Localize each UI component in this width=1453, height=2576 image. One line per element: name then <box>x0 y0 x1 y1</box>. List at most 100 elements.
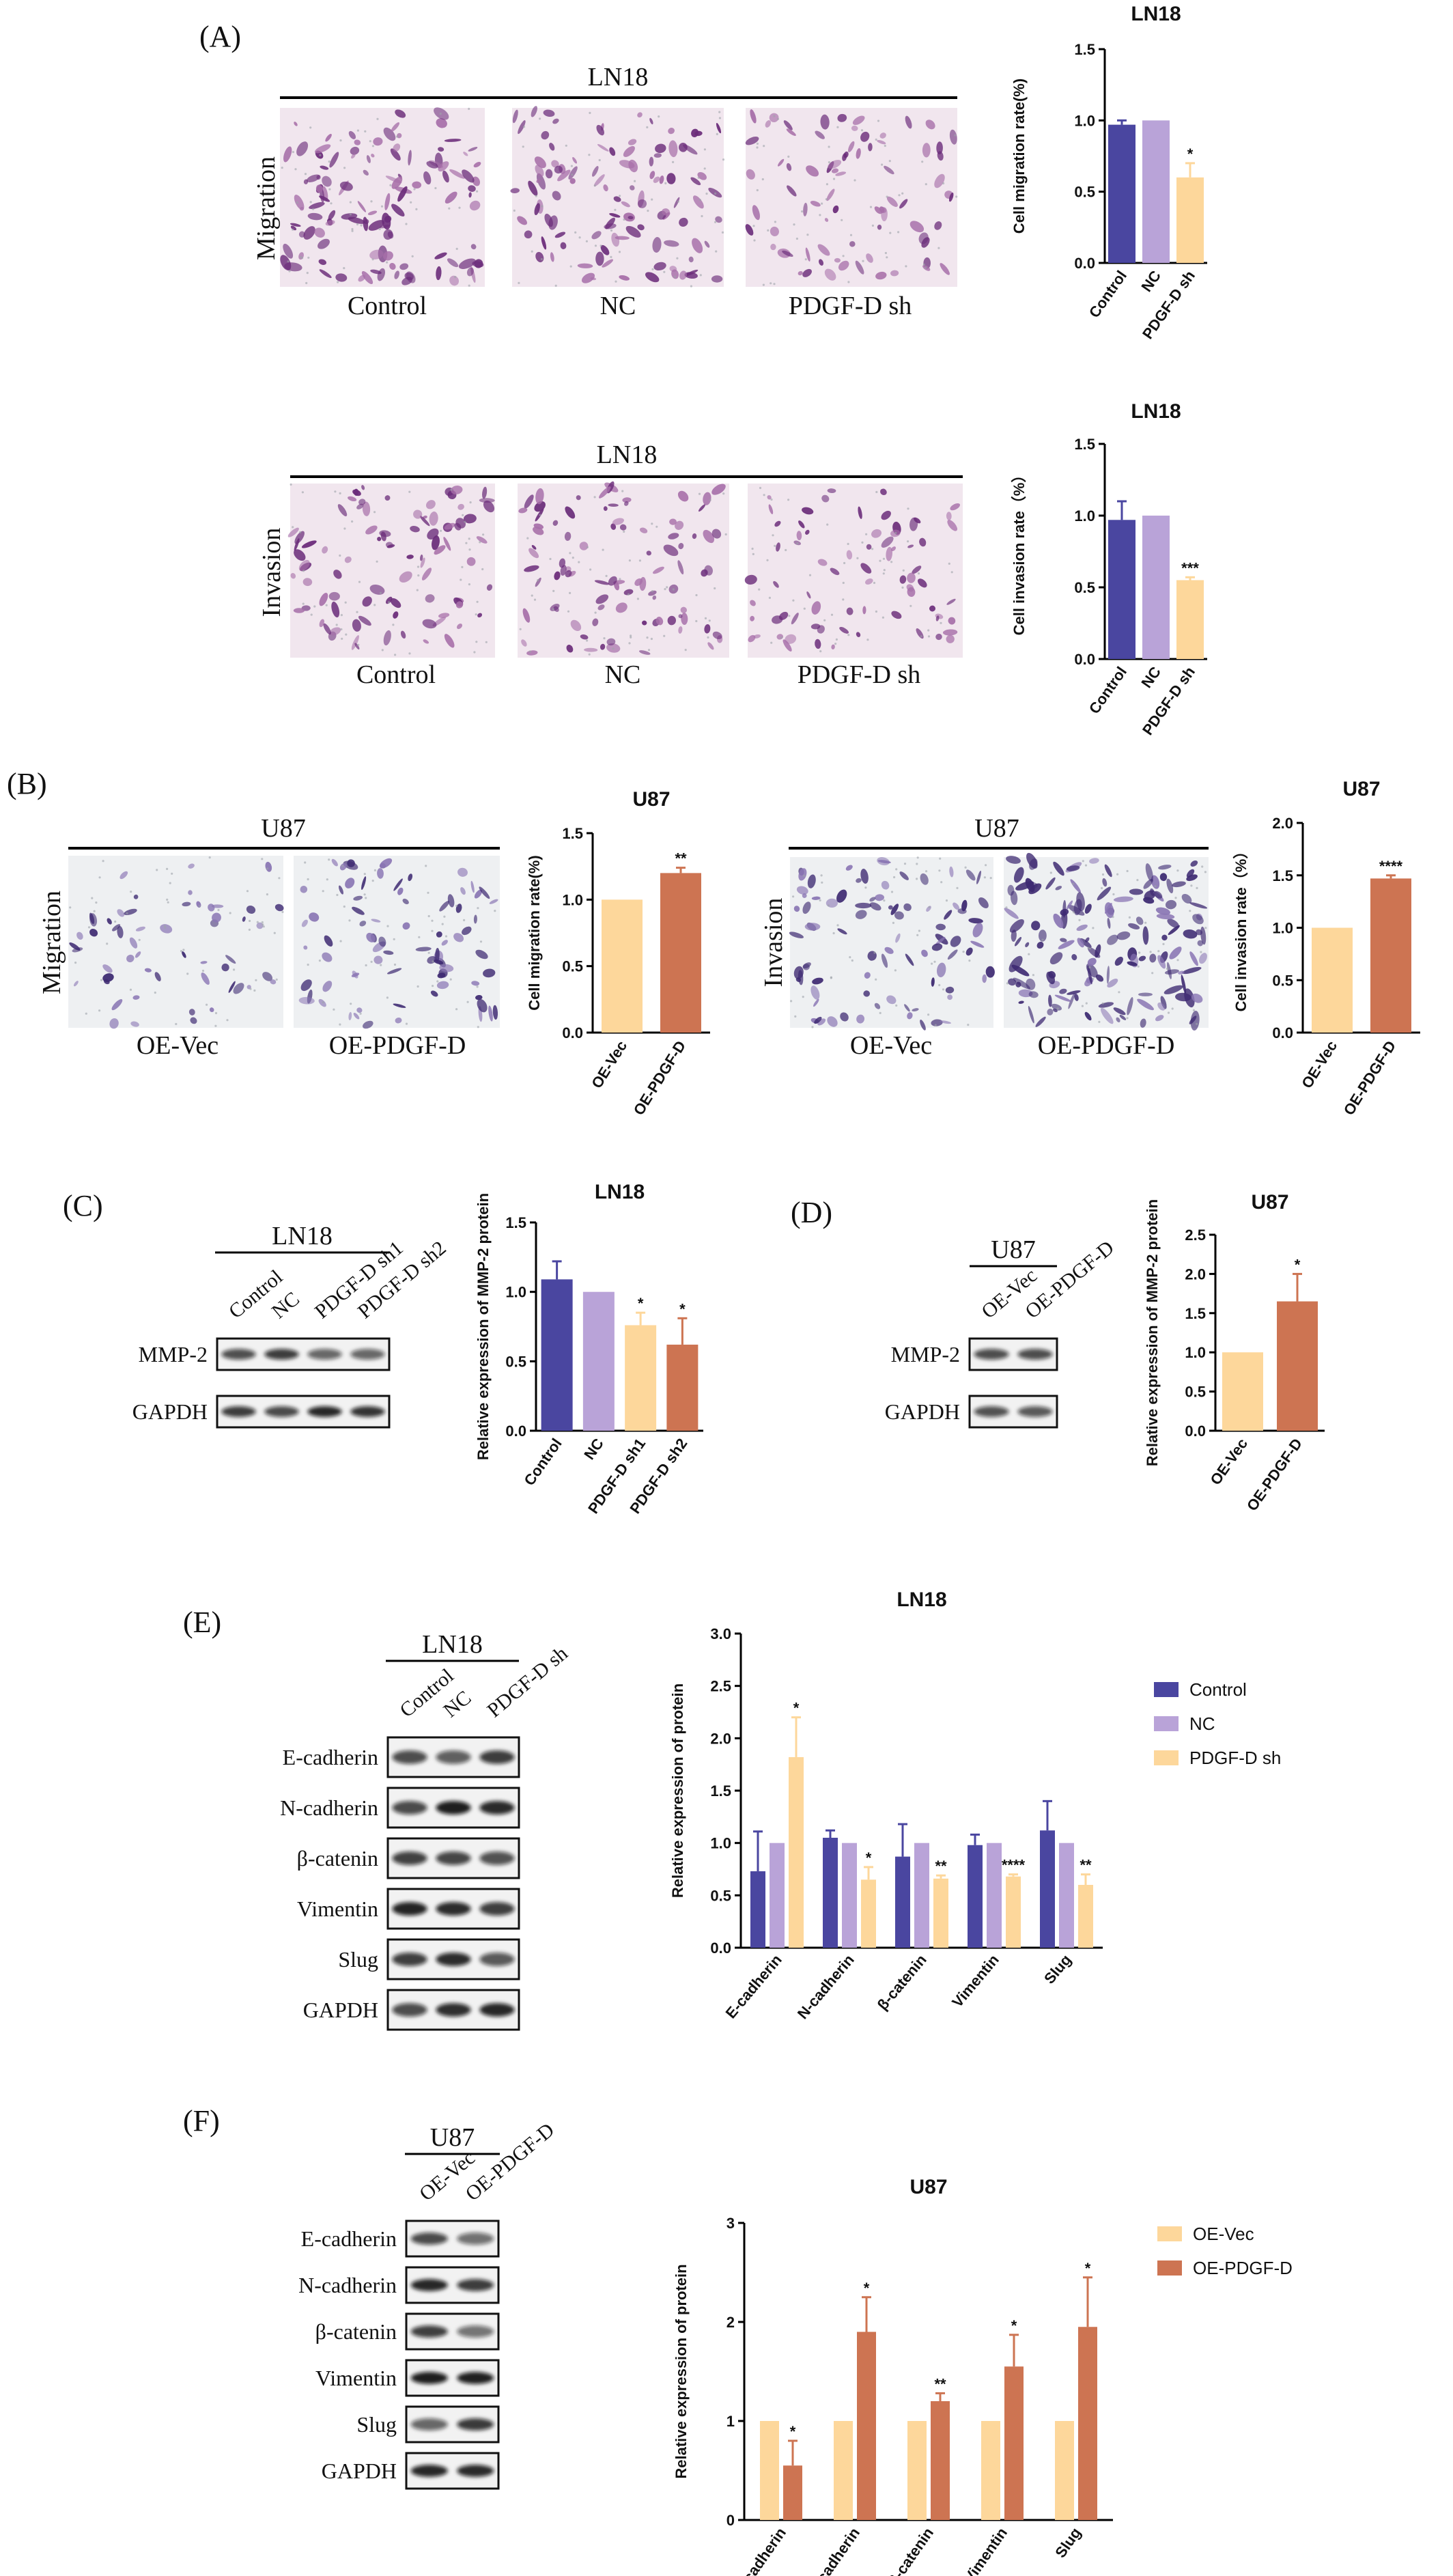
blot-bands <box>974 1349 1053 1360</box>
legend-label: OE-Vec <box>1193 2224 1254 2244</box>
micrograph-label: OE-Vec <box>850 1031 932 1060</box>
y-tick-label: 0.0 <box>1074 651 1095 668</box>
y-axis-label: Cell invasion rate（%） <box>1011 468 1028 636</box>
bar <box>750 1871 765 1948</box>
bar <box>1059 1843 1074 1948</box>
x-tick-label: Vimentin <box>948 1951 1002 2011</box>
blot-bands <box>392 1801 515 1815</box>
bar <box>1078 2327 1097 2520</box>
micrograph-header: U87 <box>261 814 305 843</box>
blot-row-label: GAPDH <box>322 2459 397 2483</box>
bar <box>823 1838 838 1948</box>
lane-label: PDGF-D sh <box>483 1642 572 1722</box>
bar <box>987 1843 1002 1948</box>
x-tick-label: OE-Vec <box>588 1037 630 1091</box>
micrograph-control <box>280 107 485 287</box>
stained-cells <box>510 106 723 283</box>
bar <box>1004 2366 1024 2520</box>
y-axis-label: Relative expression of MMP-2 protein <box>1144 1199 1161 1466</box>
blot-row-label: GAPDH <box>303 1998 378 2022</box>
micrograph-label: PDGF-D sh <box>798 660 921 689</box>
y-tick-label: 1.0 <box>562 891 583 908</box>
bar <box>602 899 643 1033</box>
micrograph-header: LN18 <box>597 440 658 469</box>
micrograph-background <box>68 856 283 1028</box>
blot-row-label: Vimentin <box>297 1896 378 1921</box>
x-tick-label: OE-PDGF-D <box>1340 1037 1400 1118</box>
blot-bands <box>392 1750 515 1764</box>
legend-swatch <box>1154 1750 1179 1765</box>
micrograph-oe-pdgf-d <box>1004 852 1209 1031</box>
blot-bands <box>392 2003 515 2017</box>
blot-bands <box>410 2372 494 2384</box>
significance-marker: * <box>1187 145 1194 163</box>
y-tick-label: 1.0 <box>1074 112 1095 129</box>
blot-bands <box>221 1406 385 1417</box>
stained-cells <box>69 861 284 1029</box>
micrograph-background <box>748 484 963 658</box>
significance-marker: * <box>679 1300 686 1317</box>
y-tick-label: 0.0 <box>1074 255 1095 272</box>
micrograph-label: NC <box>600 292 636 320</box>
blot-row-label: E-cadherin <box>283 1745 378 1769</box>
bar <box>834 2421 853 2520</box>
y-tick-label: 1.0 <box>710 1835 731 1852</box>
bar <box>1040 1830 1055 1948</box>
panel-label-e: (E) <box>183 1606 221 1639</box>
y-tick-label: 1.0 <box>505 1284 526 1301</box>
micrograph-label: Control <box>348 292 427 320</box>
membrane-pores <box>290 483 488 656</box>
bar <box>1006 1876 1021 1948</box>
chart-d-mmp2: U87 Relative expression of MMP-2 protein 0… <box>1144 1191 1325 1514</box>
blot-bands <box>974 1406 1053 1417</box>
bar <box>1222 1352 1263 1431</box>
blot-header: LN18 <box>272 1222 333 1250</box>
x-tick-label: NC <box>1138 663 1164 690</box>
blot-row-label: GAPDH <box>885 1399 960 1424</box>
bar <box>1108 520 1135 659</box>
bar <box>1142 120 1170 263</box>
micrograph-label: OE-PDGF-D <box>1038 1031 1175 1060</box>
bar <box>1312 927 1353 1033</box>
bar <box>625 1325 657 1431</box>
micrograph-header: U87 <box>974 814 1019 843</box>
significance-marker: *** <box>1181 559 1199 576</box>
membrane-pores <box>519 490 727 656</box>
y-tick-label: 0.0 <box>562 1024 583 1041</box>
y-axis-label: Relative expression of MMP-2 protein <box>475 1193 492 1460</box>
legend-label: OE-PDGF-D <box>1193 2258 1293 2278</box>
bar <box>933 1878 948 1948</box>
micrograph-header: LN18 <box>588 63 649 92</box>
y-tick-label: 0.5 <box>505 1353 526 1370</box>
micrograph-side-label: Migration <box>38 891 66 994</box>
micrograph-background <box>518 484 729 658</box>
bar <box>857 2332 876 2520</box>
chart-b-migration: U87 Cell migration rate(%) 0.0 0.5 1.0 1.5 OE-… <box>526 788 710 1118</box>
panel-label-d: (D) <box>791 1196 832 1229</box>
blot-bands <box>410 2418 494 2431</box>
bar <box>907 2421 927 2520</box>
x-tick-label: Vimentin <box>961 2525 1011 2576</box>
significance-marker: ** <box>675 850 687 867</box>
bar <box>1142 516 1170 659</box>
micrograph-label: NC <box>605 660 641 689</box>
x-tick-label: OE-Vec <box>1298 1037 1340 1091</box>
bar <box>783 2465 802 2520</box>
blot-bands <box>392 1952 515 1966</box>
legend-label: Control <box>1189 1679 1247 1700</box>
micrograph-label: OE-PDGF-D <box>329 1031 466 1060</box>
stained-cells <box>280 107 484 286</box>
stained-cells <box>745 109 957 281</box>
micrograph-group-a-migration: LN18 Migration Control NC PDGF-D sh <box>252 63 958 320</box>
y-tick-label: 0.5 <box>1272 972 1293 989</box>
bar <box>1176 177 1204 263</box>
bar <box>842 1843 857 1948</box>
legend-swatch <box>1157 2260 1182 2276</box>
micrograph-control <box>287 483 495 658</box>
legend-label: NC <box>1189 1713 1215 1734</box>
x-tick-label: Control <box>1086 268 1130 321</box>
x-tick-label: Control <box>520 1436 565 1489</box>
chart-a-migration: LN18 Cell migration rate(%) 0.0 0.5 1.0 1.5 Co… <box>1011 3 1207 342</box>
blot-bands <box>410 2465 494 2477</box>
y-tick-label: 1.5 <box>1074 436 1095 453</box>
